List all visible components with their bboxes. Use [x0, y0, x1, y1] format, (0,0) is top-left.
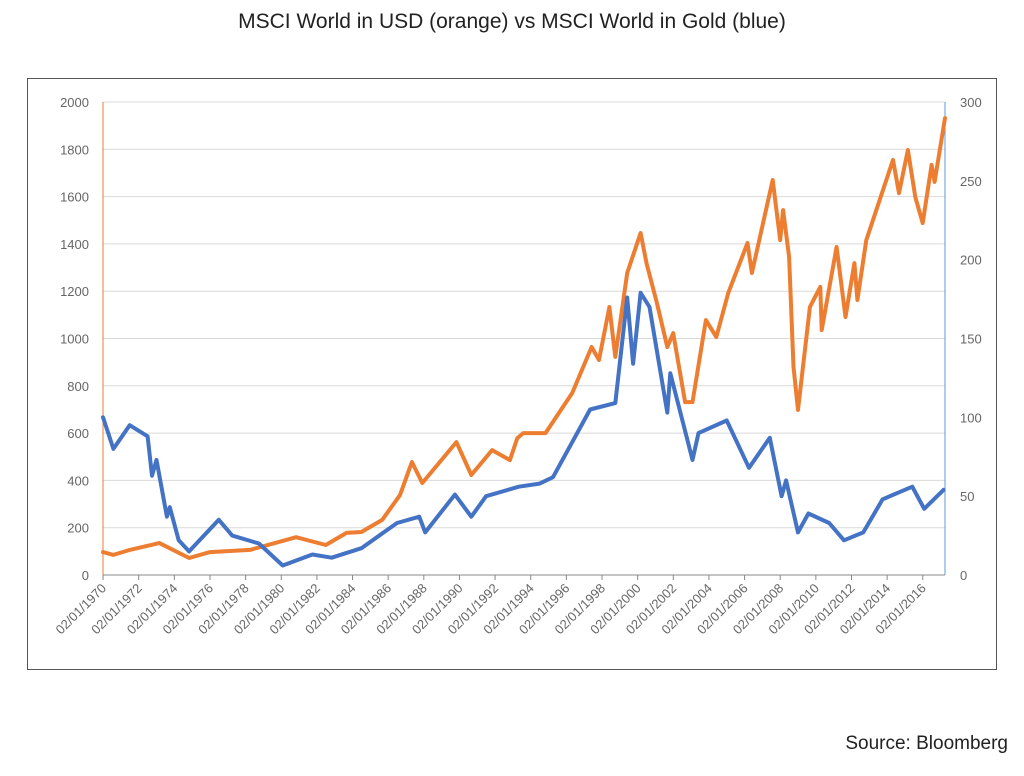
y-left-tick-label: 1400	[60, 237, 89, 252]
y-left-tick-label: 800	[67, 379, 89, 394]
y-left-tick-label: 0	[82, 568, 89, 583]
y-left-tick-label: 400	[67, 473, 89, 488]
y-left-tick-label: 200	[67, 521, 89, 536]
y-left-tick-label: 2000	[60, 95, 89, 110]
y-right-tick-label: 200	[960, 253, 982, 268]
chart-title: MSCI World in USD (orange) vs MSCI World…	[238, 10, 786, 33]
series-line-usd	[101, 116, 947, 560]
y-left-tick-label: 1200	[60, 284, 89, 299]
chart-frame	[27, 78, 997, 670]
y-left-tick-label: 1800	[60, 142, 89, 157]
y-right-tick-label: 250	[960, 174, 982, 189]
y-left-tick-label: 1000	[60, 332, 89, 347]
y-right-tick-label: 300	[960, 95, 982, 110]
y-right-tick-label: 0	[960, 568, 967, 583]
y-right-tick-label: 100	[960, 410, 982, 425]
y-left-tick-label: 600	[67, 426, 89, 441]
series-line-gold	[101, 290, 946, 568]
y-left-tick-label: 1600	[60, 190, 89, 205]
y-right-tick-label: 150	[960, 332, 982, 347]
y-right-tick-label: 50	[960, 489, 974, 504]
source-note: Source: Bloomberg	[845, 733, 1008, 754]
